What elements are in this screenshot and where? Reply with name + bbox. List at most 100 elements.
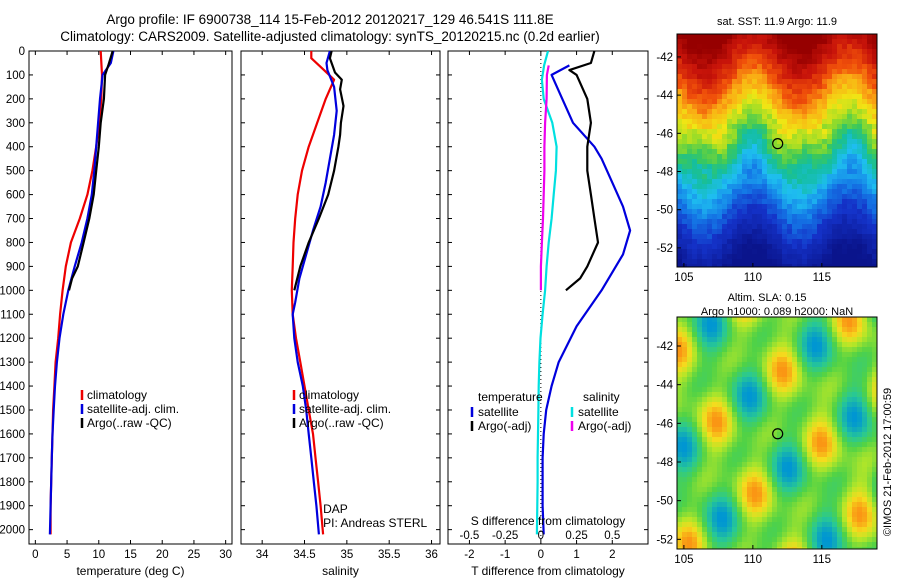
x-tick-label: 15 [124, 549, 137, 561]
series-line [67, 51, 114, 291]
x-tick-label: 110 [744, 554, 762, 566]
y-tick-label: -48 [656, 167, 673, 179]
legend-label: Argo(-adj) [578, 419, 631, 433]
y-tick-label: -52 [656, 243, 673, 255]
y-tick-label: -50 [656, 205, 673, 217]
legend-label: Argo(-adj) [478, 419, 531, 433]
x-tick-label: 36 [425, 549, 438, 561]
legend-label: satellite [478, 405, 519, 419]
y-tick-label: 600 [6, 190, 25, 202]
x-tick-label: 34.5 [293, 549, 315, 561]
y-tick-label: 1600 [0, 429, 25, 441]
y-tick-label: -52 [656, 534, 673, 546]
annotation-text: PI: Andreas STERL [323, 516, 427, 530]
map-sla_map: 105 110 115 -42 -44 -46 -48 -50 -52 [656, 316, 878, 566]
s-tick-label: -0.25 [492, 530, 518, 542]
y-tick-label: -48 [656, 457, 673, 469]
series-line [48, 51, 115, 535]
x-tick-label: 2 [609, 549, 615, 561]
y-tick-label: -44 [656, 380, 673, 392]
x-tick-label: -2 [464, 549, 474, 561]
series-line [291, 51, 338, 535]
y-tick-label: 100 [6, 70, 25, 82]
series-line [541, 64, 632, 535]
x-tick-label: 110 [744, 272, 762, 284]
x-tick-label: 0 [32, 549, 38, 561]
x-tick-label: 105 [674, 554, 693, 566]
chart-title-line-1: Argo profile: IF 6900738_114 15-Feb-2012… [106, 12, 554, 27]
argo-location-marker [772, 138, 784, 150]
legend-label: satellite-adj. clim. [299, 402, 391, 416]
x-tick-label: 34 [256, 549, 269, 561]
y-tick-label: 1200 [0, 333, 25, 345]
y-tick-label: 1400 [0, 381, 25, 393]
y-tick-label: 400 [6, 142, 25, 154]
s-axis-label: S difference from climatology [471, 514, 626, 528]
legend-label: satellite [578, 405, 619, 419]
panel-temperature: 0 5 10 15 20 25 300100200300400500600700800900… [0, 46, 233, 578]
series-line [539, 65, 550, 291]
s-tick-label: 0.5 [604, 530, 620, 542]
x-tick-label: 35 [340, 549, 353, 561]
y-tick-label: 800 [6, 237, 25, 249]
y-tick-label: -46 [656, 418, 673, 430]
x-axis-label: T difference from climatology [471, 564, 625, 578]
legend-label: climatology [299, 388, 359, 402]
x-tick-label: 10 [92, 549, 105, 561]
y-tick-label: 1300 [0, 357, 25, 369]
y-tick-label: -50 [656, 496, 673, 508]
x-tick-label: 105 [674, 272, 693, 284]
x-tick-label: 35.5 [378, 549, 400, 561]
legend-label: Argo(..raw -QC) [299, 416, 384, 430]
chart-title-line-2: Climatology: CARS2009. Satellite-adjuste… [60, 29, 600, 44]
map-frame [676, 33, 878, 268]
y-tick-label: 900 [6, 261, 25, 273]
x-tick-label: 5 [64, 549, 70, 561]
x-tick-label: 20 [156, 549, 169, 561]
map-frame [676, 316, 878, 550]
axes-frame [240, 50, 441, 545]
y-tick-label: 1900 [0, 501, 25, 513]
series-line [290, 51, 336, 535]
map-sst_map: 105 110 115 -42 -44 -46 -48 -50 -52 [656, 33, 878, 284]
y-tick-label: 1700 [0, 453, 25, 465]
argo-location-marker [772, 428, 784, 440]
x-tick-label: 0 [538, 549, 544, 561]
y-tick-label: 0 [19, 46, 25, 58]
s-tick-label: 0.25 [565, 530, 587, 542]
legend-group-title: temperature [478, 390, 543, 404]
s-tick-label: -0.5 [460, 530, 480, 542]
y-tick-label: -42 [656, 341, 673, 353]
y-tick-label: 2000 [0, 525, 25, 537]
x-tick-label: 115 [813, 272, 831, 284]
legend-label: climatology [87, 388, 147, 402]
x-tick-label: 30 [219, 549, 232, 561]
annotation-text: DAP [323, 502, 348, 516]
x-tick-label: -1 [500, 549, 510, 561]
series-line [565, 51, 600, 292]
x-tick-label: 1 [573, 549, 579, 561]
sla-map-title-line-2: Argo h1000: 0.089 h2000: NaN [701, 306, 853, 318]
y-tick-label: -44 [656, 90, 673, 102]
s-tick-label: 0 [538, 530, 544, 542]
legend-label: Argo(..raw -QC) [87, 416, 172, 430]
sla-map-title-line-1: Altim. SLA: 0.15 [728, 292, 807, 304]
y-tick-label: -46 [656, 128, 673, 140]
y-tick-label: 1800 [0, 477, 25, 489]
map-raster [677, 317, 877, 549]
x-axis-label: salinity [322, 564, 359, 578]
y-tick-label: -42 [656, 52, 673, 64]
legend-label: satellite-adj. clim. [87, 402, 179, 416]
credit-text: ©IMOS 21-Feb-2012 17:00:59 [882, 388, 894, 536]
series-line [293, 51, 345, 291]
y-tick-label: 300 [6, 118, 25, 130]
legend-group-title: salinity [583, 390, 620, 404]
panel-difference: -2 -1 0 1 2 T difference from climatology -0.5… [447, 50, 649, 578]
y-tick-label: 200 [6, 94, 25, 106]
map-raster [677, 34, 877, 267]
x-axis-label: temperature (deg C) [76, 564, 184, 578]
y-tick-label: 1000 [0, 285, 25, 297]
x-tick-label: 25 [188, 549, 201, 561]
y-tick-label: 500 [6, 166, 25, 178]
